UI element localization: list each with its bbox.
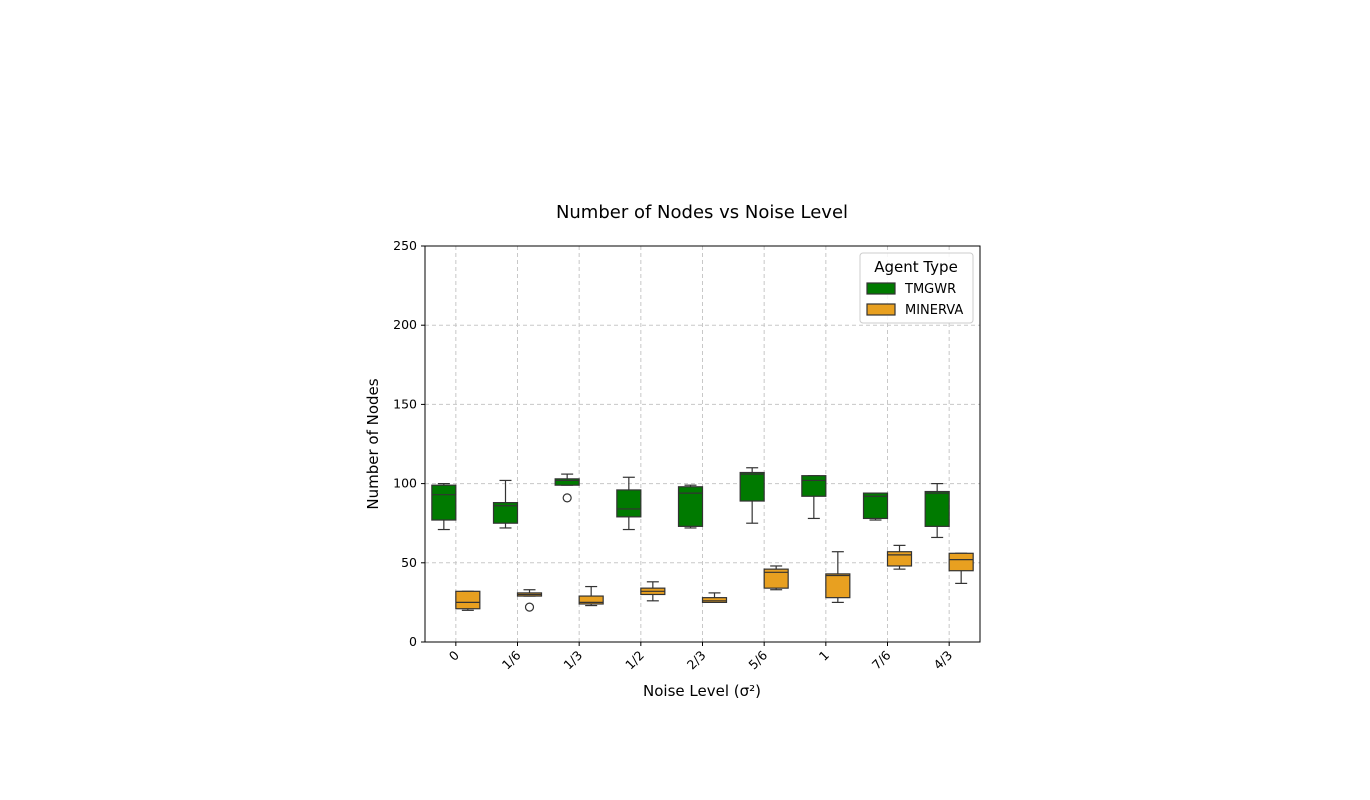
box-tmgwr (492, 479, 519, 529)
box-tmgwr (739, 467, 765, 524)
x-tick-label: 2/3 (684, 648, 709, 673)
box-tmgwr (554, 473, 580, 503)
x-tick-label: 1/3 (560, 648, 585, 673)
box-minerva (948, 552, 974, 584)
legend-title: Agent Type (874, 258, 958, 276)
x-tick-label: 1/6 (499, 647, 524, 672)
iqr-box (739, 471, 765, 502)
legend-swatch-minerva (866, 303, 896, 316)
box-minerva (763, 565, 789, 591)
iqr-box (616, 489, 642, 518)
box-tmgwr (924, 483, 950, 539)
chart-title: Number of Nodes vs Noise Level (556, 202, 848, 223)
iqr-box (554, 478, 580, 486)
iqr-box (763, 568, 789, 589)
y-tick-label: 200 (393, 317, 417, 332)
iqr-box (431, 484, 457, 521)
x-tick-label: 7/6 (869, 647, 894, 672)
y-tick-label: 250 (393, 238, 417, 253)
y-tick-label: 50 (401, 555, 417, 570)
box-tmgwr (431, 483, 457, 531)
x-tick-label: 4/3 (930, 648, 955, 673)
iqr-box (825, 573, 851, 599)
iqr-box (801, 475, 827, 497)
box-tmgwr (616, 476, 642, 531)
box-minerva (825, 551, 851, 604)
box-minerva (701, 592, 728, 604)
x-tick-label: 1/2 (622, 648, 647, 673)
iqr-box (492, 502, 519, 524)
iqr-box (578, 595, 604, 605)
outlier-point (562, 493, 572, 503)
x-tick-label: 5/6 (745, 647, 770, 672)
x-tick-label: 0 (446, 647, 462, 663)
legend-label-minerva: MINERVA (905, 303, 963, 318)
box-plots (431, 467, 974, 612)
y-axis-label: Number of Nodes (364, 378, 382, 509)
box-tmgwr (801, 475, 827, 520)
iqr-box (455, 590, 481, 610)
y-tick-label: 150 (393, 396, 417, 411)
legend: Agent Type TMGWR MINERVA (859, 252, 974, 324)
iqr-box (886, 551, 913, 567)
box-minerva (886, 544, 913, 570)
box-minerva (455, 590, 481, 611)
iqr-box (948, 552, 974, 572)
box-minerva (640, 581, 666, 602)
x-tick-label: 1 (816, 648, 832, 664)
iqr-box (924, 490, 950, 527)
x-axis-label: Noise Level (σ²) (643, 682, 761, 700)
box-minerva (578, 585, 604, 607)
box-tmgwr (677, 484, 704, 529)
box-tmgwr (862, 492, 889, 521)
iqr-box (701, 597, 728, 604)
box-minerva (516, 589, 543, 612)
legend-label-tmgwr: TMGWR (904, 282, 956, 297)
legend-swatch-tmgwr (866, 282, 896, 295)
iqr-box (862, 492, 889, 520)
outlier-point (524, 602, 535, 612)
y-tick-label: 100 (393, 476, 417, 491)
y-tick-label: 0 (409, 634, 417, 649)
